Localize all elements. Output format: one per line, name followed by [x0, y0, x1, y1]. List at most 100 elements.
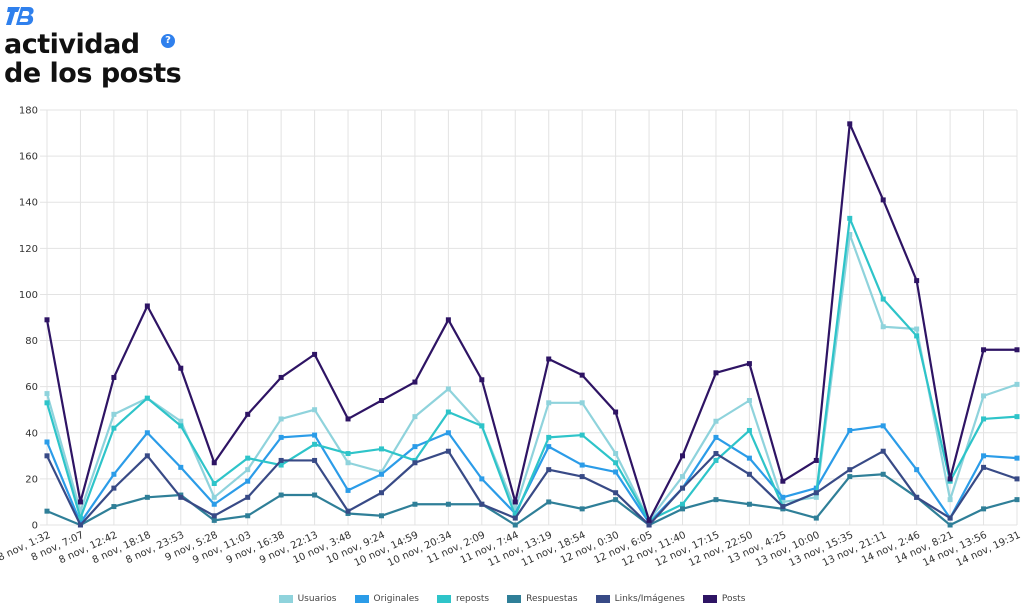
data-point[interactable] — [412, 414, 418, 420]
data-point[interactable] — [111, 471, 117, 477]
data-point[interactable] — [613, 451, 619, 457]
data-point[interactable] — [77, 515, 83, 521]
data-point[interactable] — [312, 441, 318, 447]
legend-item[interactable]: Posts — [702, 594, 745, 604]
data-point[interactable] — [178, 365, 184, 371]
data-point[interactable] — [880, 296, 886, 302]
data-point[interactable] — [713, 434, 719, 440]
data-point[interactable] — [412, 460, 418, 466]
data-point[interactable] — [546, 467, 552, 473]
data-point[interactable] — [412, 444, 418, 450]
data-point[interactable] — [278, 457, 284, 463]
data-point[interactable] — [680, 453, 686, 459]
legend-item[interactable]: Respuestas — [507, 594, 578, 604]
data-point[interactable] — [1014, 476, 1020, 482]
data-point[interactable] — [445, 430, 451, 436]
data-point[interactable] — [178, 464, 184, 470]
data-point[interactable] — [1014, 455, 1020, 461]
data-point[interactable] — [77, 508, 83, 514]
data-point[interactable] — [880, 197, 886, 203]
data-point[interactable] — [278, 374, 284, 380]
data-point[interactable] — [713, 451, 719, 457]
data-point[interactable] — [278, 434, 284, 440]
data-point[interactable] — [880, 448, 886, 454]
data-point[interactable] — [579, 432, 585, 438]
data-point[interactable] — [680, 506, 686, 512]
data-point[interactable] — [479, 377, 485, 383]
data-point[interactable] — [847, 427, 853, 433]
data-point[interactable] — [312, 492, 318, 498]
legend-item[interactable]: reposts — [436, 594, 489, 604]
data-point[interactable] — [378, 513, 384, 519]
data-point[interactable] — [780, 478, 786, 484]
data-point[interactable] — [813, 494, 819, 500]
data-point[interactable] — [44, 400, 50, 406]
data-point[interactable] — [713, 418, 719, 424]
data-point[interactable] — [211, 460, 217, 466]
data-point[interactable] — [981, 347, 987, 353]
data-point[interactable] — [111, 411, 117, 417]
data-point[interactable] — [512, 499, 518, 505]
data-point[interactable] — [847, 121, 853, 127]
data-point[interactable] — [713, 370, 719, 376]
data-point[interactable] — [613, 497, 619, 503]
data-point[interactable] — [445, 501, 451, 507]
data-point[interactable] — [914, 333, 920, 339]
data-point[interactable] — [981, 416, 987, 422]
data-point[interactable] — [1014, 381, 1020, 387]
data-point[interactable] — [245, 455, 251, 461]
data-point[interactable] — [613, 409, 619, 415]
data-point[interactable] — [981, 506, 987, 512]
data-point[interactable] — [111, 425, 117, 431]
data-point[interactable] — [579, 400, 585, 406]
data-point[interactable] — [880, 324, 886, 330]
data-point[interactable] — [111, 485, 117, 491]
data-point[interactable] — [981, 393, 987, 399]
data-point[interactable] — [613, 469, 619, 475]
data-point[interactable] — [44, 317, 50, 323]
data-point[interactable] — [914, 326, 920, 332]
data-point[interactable] — [680, 485, 686, 491]
data-point[interactable] — [345, 487, 351, 493]
data-point[interactable] — [981, 453, 987, 459]
data-point[interactable] — [445, 448, 451, 454]
data-point[interactable] — [312, 432, 318, 438]
data-point[interactable] — [378, 490, 384, 496]
data-point[interactable] — [646, 522, 652, 528]
data-point[interactable] — [312, 407, 318, 413]
data-point[interactable] — [746, 455, 752, 461]
data-point[interactable] — [646, 517, 652, 523]
data-point[interactable] — [479, 476, 485, 482]
data-point[interactable] — [44, 453, 50, 459]
legend-item[interactable]: Links/Imágenes — [595, 594, 685, 604]
data-point[interactable] — [312, 457, 318, 463]
data-point[interactable] — [780, 504, 786, 510]
data-point[interactable] — [412, 379, 418, 385]
data-point[interactable] — [613, 490, 619, 496]
data-point[interactable] — [914, 494, 920, 500]
data-point[interactable] — [178, 418, 184, 424]
data-point[interactable] — [479, 423, 485, 429]
data-point[interactable] — [947, 476, 953, 482]
legend-item[interactable]: Usuarios — [278, 594, 337, 604]
data-point[interactable] — [1014, 347, 1020, 353]
data-point[interactable] — [780, 494, 786, 500]
data-point[interactable] — [178, 423, 184, 429]
data-point[interactable] — [847, 232, 853, 237]
data-point[interactable] — [847, 215, 853, 221]
data-point[interactable] — [245, 411, 251, 417]
data-point[interactable] — [445, 317, 451, 323]
data-point[interactable] — [245, 478, 251, 484]
data-point[interactable] — [746, 398, 752, 403]
data-point[interactable] — [746, 361, 752, 367]
data-point[interactable] — [579, 372, 585, 378]
data-point[interactable] — [813, 490, 819, 496]
data-point[interactable] — [880, 471, 886, 477]
data-point[interactable] — [144, 430, 150, 436]
data-point[interactable] — [211, 481, 217, 486]
data-point[interactable] — [546, 356, 552, 362]
data-point[interactable] — [512, 506, 518, 512]
data-point[interactable] — [245, 513, 251, 519]
data-point[interactable] — [245, 494, 251, 500]
data-point[interactable] — [981, 464, 987, 470]
